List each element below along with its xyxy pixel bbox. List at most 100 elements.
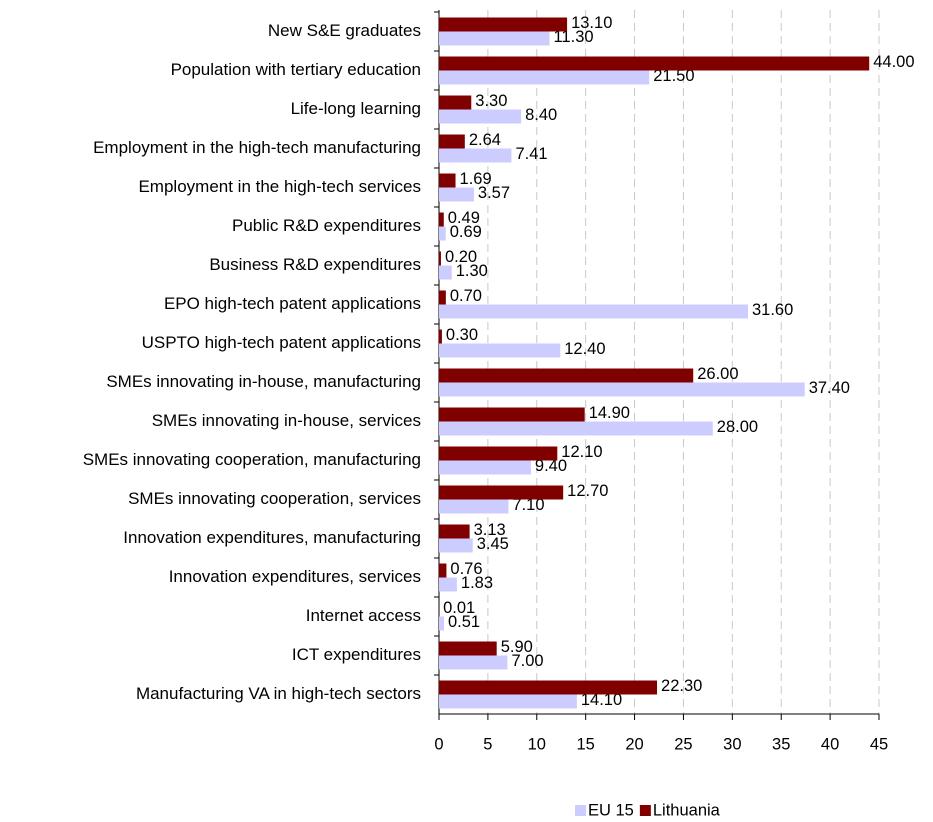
data-label: 12.70: [567, 482, 608, 500]
bar: [439, 368, 694, 383]
bar: [439, 655, 508, 670]
bar: [439, 148, 512, 163]
data-label: 31.60: [752, 301, 793, 319]
bar: [439, 265, 452, 280]
y-tick-label: SMEs innovating in-house, services: [152, 411, 421, 430]
data-label: 1.30: [456, 262, 488, 280]
data-label: 26.00: [697, 365, 738, 383]
data-label: 12.10: [561, 443, 602, 461]
y-tick-label: Innovation expenditures, services: [169, 567, 421, 586]
bar: [439, 680, 658, 695]
data-label: 3.57: [478, 184, 510, 202]
legend-label: EU 15: [588, 801, 634, 819]
data-label: 1.83: [461, 574, 493, 592]
bar: [439, 641, 497, 656]
data-label: 7.10: [512, 496, 544, 514]
bar: [439, 95, 472, 110]
x-tick-label: 45: [870, 735, 888, 753]
bar: [439, 421, 713, 436]
y-tick-label: Public R&D expenditures: [232, 216, 421, 235]
y-tick-label: Life-long learning: [291, 99, 421, 118]
data-label: 0.51: [448, 613, 480, 631]
bar: [439, 290, 446, 305]
x-tick-label: 20: [625, 735, 643, 753]
y-tick-label: Innovation expenditures, manufacturing: [123, 528, 421, 547]
data-label: 0.01: [443, 599, 475, 617]
y-tick-label: Employment in the high-tech manufacturin…: [93, 138, 421, 157]
bar: [439, 304, 748, 319]
data-label: 7.41: [515, 145, 547, 163]
bar: [439, 694, 577, 709]
bar: [439, 407, 585, 422]
data-label: 8.40: [525, 106, 557, 124]
bar: [439, 577, 457, 592]
y-tick-label: Employment in the high-tech services: [138, 177, 421, 196]
x-tick-label: 0: [434, 735, 443, 753]
y-tick-label: Population with tertiary education: [171, 60, 421, 79]
data-label: 5.90: [501, 638, 533, 656]
data-label: 0.76: [450, 560, 482, 578]
x-tick-label: 40: [821, 735, 839, 753]
y-tick-label: SMEs innovating in-house, manufacturing: [106, 372, 421, 391]
data-label: 0.69: [450, 223, 482, 241]
data-label: 11.30: [553, 28, 593, 46]
y-tick-label: EPO high-tech patent applications: [164, 294, 421, 313]
y-tick-label: ICT expenditures: [292, 645, 421, 664]
data-label: 3.13: [474, 521, 506, 539]
data-label: 0.70: [450, 287, 482, 305]
bar: [439, 343, 561, 358]
bar: [439, 134, 465, 149]
data-label: 37.40: [809, 379, 850, 397]
bar: [439, 524, 470, 539]
bar: [439, 17, 568, 32]
data-label: 44.00: [873, 53, 914, 71]
legend-label: Lithuania: [653, 801, 721, 819]
y-tick-label: Internet access: [306, 606, 421, 625]
x-tick-label: 10: [528, 735, 546, 753]
bar: [439, 446, 558, 461]
bar: [439, 460, 531, 475]
data-label: 14.90: [589, 404, 630, 422]
bar: [439, 173, 456, 188]
bar: [439, 563, 447, 578]
x-tick-label: 25: [674, 735, 692, 753]
legend-swatch: [575, 805, 586, 816]
bar: [439, 616, 444, 631]
legend-swatch: [639, 805, 651, 816]
x-tick-label: 35: [772, 735, 790, 753]
y-tick-label: SMEs innovating cooperation, manufacturi…: [83, 450, 421, 469]
bar: [439, 70, 650, 85]
data-label: 28.00: [717, 418, 758, 436]
bar: [439, 485, 564, 500]
y-tick-label: SMEs innovating cooperation, services: [128, 489, 421, 508]
x-tick-label: 5: [483, 735, 492, 753]
bar: [439, 538, 473, 553]
data-label: 3.45: [477, 535, 509, 553]
data-label: 0.20: [445, 248, 477, 266]
bar: [439, 251, 441, 266]
data-label: 14.10: [581, 691, 622, 709]
data-label: 3.30: [475, 92, 507, 110]
bar: [439, 31, 550, 46]
y-tick-label: New S&E graduates: [268, 21, 421, 40]
bar: [439, 109, 522, 124]
data-label: 0.30: [446, 326, 478, 344]
bar: [439, 329, 442, 344]
y-tick-label: Manufacturing VA in high-tech sectors: [136, 684, 421, 703]
y-tick-label: USPTO high-tech patent applications: [142, 333, 421, 352]
data-label: 9.40: [535, 457, 567, 475]
data-label: 22.30: [661, 677, 702, 695]
data-label: 12.40: [564, 340, 605, 358]
bar: [439, 212, 444, 227]
data-label: 21.50: [653, 67, 694, 85]
data-label: 0.49: [448, 209, 480, 227]
y-tick-label: Business R&D expenditures: [209, 255, 421, 274]
data-label: 13.10: [571, 14, 612, 32]
bar: [439, 226, 446, 241]
bar: [439, 382, 805, 397]
bar: [439, 187, 474, 202]
data-label: 7.00: [511, 652, 543, 670]
x-tick-label: 30: [723, 735, 741, 753]
bar: [439, 56, 870, 71]
